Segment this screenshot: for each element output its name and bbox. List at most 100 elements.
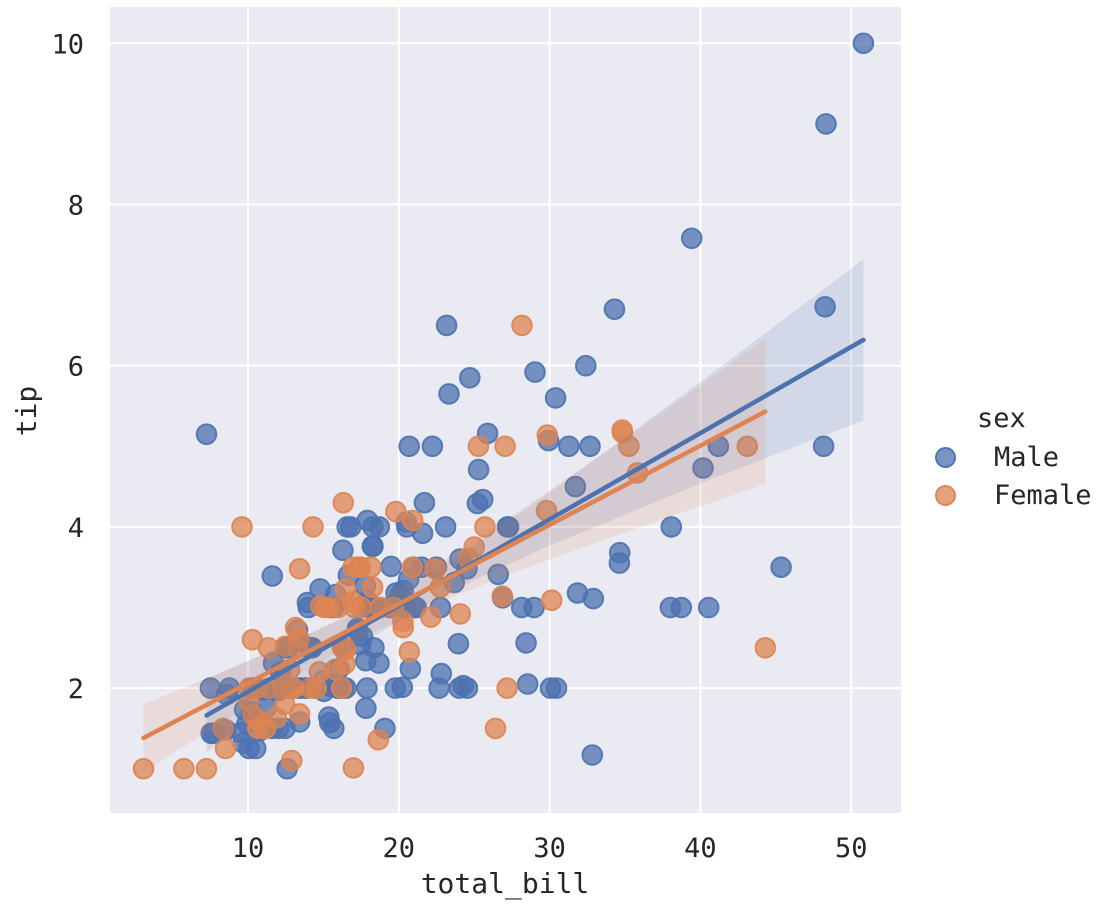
scatter-point-male <box>497 516 520 538</box>
y-tick-label-4: 4 <box>68 513 84 544</box>
scatter-point-male <box>332 539 354 562</box>
scatter-point-male <box>459 367 481 389</box>
scatter-point-male <box>336 516 359 538</box>
scatter-point-male <box>516 673 539 695</box>
scatter-point-female <box>173 757 195 780</box>
scatter-point-male <box>575 354 597 377</box>
scatter-point-male <box>814 296 836 318</box>
scatter-point-male <box>510 596 533 619</box>
scatter-point-male <box>384 677 407 699</box>
scatter-point-male <box>438 383 460 405</box>
scatter-point-female <box>342 757 365 779</box>
legend-title: sex <box>977 403 1026 434</box>
scatter-point-male <box>368 516 391 538</box>
scatter-point-female <box>401 556 424 579</box>
scatter-point-female <box>327 596 350 619</box>
scatter-point-female <box>195 757 218 780</box>
scatter-point-female <box>280 749 303 772</box>
scatter-point-female <box>392 610 414 633</box>
scatter-point-female <box>330 677 353 699</box>
regression-line-male <box>204 337 866 718</box>
scatter-point-male <box>815 113 837 135</box>
scatter-point-male <box>524 361 546 383</box>
y-tick-label-6: 6 <box>68 352 84 383</box>
scatter-point-female <box>288 558 311 580</box>
scatter-point-female <box>536 424 559 446</box>
scatter-point-female <box>332 491 355 514</box>
scatter-point-male <box>515 632 537 654</box>
scatter-point-male <box>692 457 714 479</box>
legend-item-female: Female <box>928 476 1092 514</box>
scatter-point-female <box>302 516 324 538</box>
scatter-point-female <box>265 707 288 729</box>
x-tick-label-10: 10 <box>232 833 265 864</box>
scatter-point-male <box>434 516 457 538</box>
scatter-point-female <box>484 717 507 740</box>
scatter-point-male <box>603 298 626 321</box>
scatter-point-male <box>261 565 284 587</box>
scatter-point-male <box>581 744 604 766</box>
ci-band-male <box>206 259 864 752</box>
x-axis-label: total_bill <box>421 867 590 901</box>
scatter-point-male <box>680 227 703 250</box>
scatter-point-female <box>424 558 447 580</box>
scatter-point-female <box>398 641 421 663</box>
scatter-point-male <box>660 516 683 538</box>
male-swatch-icon <box>935 446 956 468</box>
scatter-point-female <box>736 435 759 458</box>
y-tick-label-8: 8 <box>68 190 84 221</box>
scatter-point-female <box>496 677 518 699</box>
scatter-point-male <box>582 587 605 610</box>
y-axis-label: tip <box>10 386 43 437</box>
scatter-point-male <box>323 717 345 740</box>
scatter-point-female <box>754 637 777 659</box>
scatter-point-male <box>195 423 218 446</box>
scatter-point-male <box>448 677 471 699</box>
scatter-point-female <box>449 603 472 625</box>
scatter-point-male <box>770 556 792 579</box>
scatter-point-female <box>540 589 563 612</box>
scatter-point-male <box>670 596 693 619</box>
scatter-point-female <box>491 585 514 608</box>
x-tick-label-30: 30 <box>533 833 566 864</box>
scatter-point-female <box>367 728 390 751</box>
legend: sex Male Female <box>928 400 1092 514</box>
scatter-point-female <box>511 314 533 337</box>
scatter-point-female <box>463 536 486 558</box>
scatter-point-male <box>564 475 587 498</box>
scatter-point-male <box>539 677 562 699</box>
scatter-point-male <box>447 632 470 655</box>
scatter-point-female <box>360 556 382 579</box>
scatter-point-female <box>288 703 311 725</box>
scatter-point-male <box>380 555 402 578</box>
female-swatch-icon <box>935 484 956 506</box>
y-tick-label-2: 2 <box>68 674 84 705</box>
x-tick-label-50: 50 <box>835 833 868 864</box>
scatter-point-female <box>231 516 253 538</box>
scatter-point-female <box>467 435 490 458</box>
x-tick-label-20: 20 <box>383 833 416 864</box>
scatter-point-female <box>401 509 424 532</box>
legend-label-female: Female <box>994 479 1092 511</box>
scatter-point-female <box>474 516 496 538</box>
legend-label-male: Male <box>994 441 1060 473</box>
scatter-point-male <box>608 541 631 564</box>
scatter-point-female <box>420 606 442 628</box>
scatter-point-male <box>356 677 378 699</box>
scatter-point-male <box>558 435 580 458</box>
scatter-point-male <box>368 652 390 674</box>
scatter-point-male <box>238 737 260 760</box>
scatter-point-female <box>132 757 155 780</box>
scatter-point-male <box>579 435 601 458</box>
scatter-point-male <box>421 435 444 458</box>
regression-line-female <box>141 409 768 741</box>
x-tick-label-40: 40 <box>684 833 717 864</box>
scatter-point-female <box>385 500 407 523</box>
scatter-point-male <box>413 491 436 514</box>
scatter-point-male <box>361 535 384 558</box>
scatter-point-female <box>611 421 634 444</box>
legend-item-male: Male <box>928 438 1092 476</box>
scatter-point-female <box>334 578 357 600</box>
